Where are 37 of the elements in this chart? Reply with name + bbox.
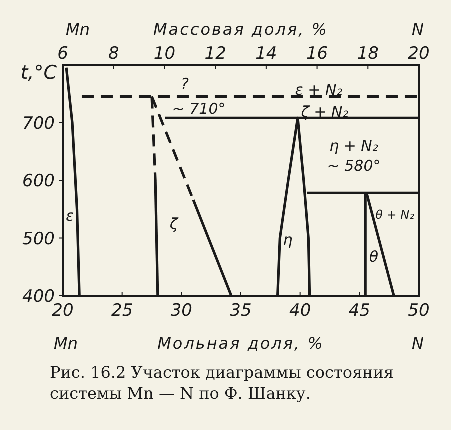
annotation: θ + N₂ [376, 208, 415, 222]
y-tick-label: 500 [22, 229, 55, 250]
annotation: ζ [168, 215, 179, 233]
x-tick-label: 35 [230, 301, 252, 321]
y-tick-label: 700 [22, 114, 55, 134]
text: N [412, 334, 424, 353]
annotation: ? [181, 75, 190, 93]
x-tick-label: 30 [170, 301, 192, 321]
x2-axis-title: Массовая доля, % [153, 20, 329, 39]
text: Mn [54, 334, 78, 353]
text: Mn [66, 20, 90, 39]
y-axis-title: t,°C [20, 62, 58, 84]
annotation: θ [369, 248, 379, 266]
annotation: ~ 580° [327, 157, 381, 175]
x-tick-label: 25 [112, 301, 134, 321]
x2-tick-label: 20 [408, 44, 430, 64]
annotation: ε [66, 207, 74, 225]
x2-tick-label: 14 [256, 44, 278, 64]
annotation: ~ 710° [172, 100, 226, 118]
x-tick-label: 50 [408, 301, 430, 321]
x2-tick-label: 6 [58, 44, 69, 64]
x-axis-title: Мольная доля, % [158, 334, 324, 353]
y-tick-label: 600 [22, 172, 55, 192]
annotation: η [283, 231, 294, 249]
x2-tick-label: 18 [357, 44, 380, 64]
x2-tick-label: 8 [108, 44, 120, 64]
x2-tick-label: 12 [204, 44, 226, 64]
y-tick-label: 400 [22, 287, 55, 307]
x-tick-label: 20 [52, 301, 74, 321]
x2-tick-label: 16 [306, 44, 328, 64]
annotation: η + N₂ [330, 137, 378, 155]
annotation: ε + N₂ [295, 81, 343, 99]
x-tick-label: 45 [348, 301, 370, 321]
text: Рис. 16.2 Участок диаграммы состояния системы Mn — N по Ф. Шанку. [50, 363, 394, 403]
x-tick-label: 40 [290, 301, 312, 321]
x2-tick-label: 10 [154, 44, 176, 64]
text: N [412, 20, 424, 39]
